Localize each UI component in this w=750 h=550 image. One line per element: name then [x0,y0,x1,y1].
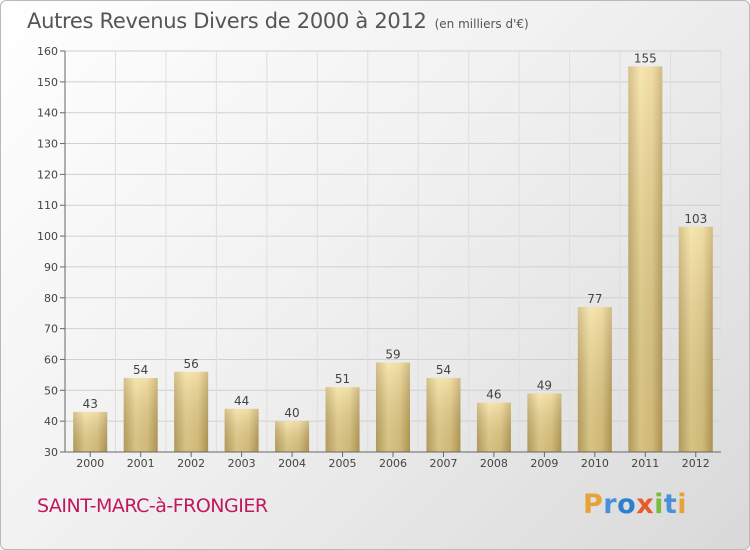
y-tick-label-30: 30 [44,446,58,459]
value-label-2005: 51 [335,372,350,386]
bar-shade-2004 [275,421,310,452]
commune-name: SAINT-MARC-à-FRONGIER [37,495,268,517]
bar-shade-2007 [426,377,461,452]
bar-shade-2002 [174,371,209,452]
value-label-2004: 40 [284,406,299,420]
value-label-2011: 155 [634,51,657,65]
x-tick-label-2010: 2010 [581,457,609,470]
bar-shade-2009 [527,393,562,452]
x-tick-label-2008: 2008 [480,457,508,470]
x-tick-label-2001: 2001 [127,457,155,470]
chart-title: Autres Revenus Divers de 2000 à 2012 (en … [27,9,529,33]
x-tick-label-2004: 2004 [278,457,306,470]
y-tick-label-40: 40 [44,415,58,428]
value-label-2003: 44 [234,394,249,408]
value-label-2000: 43 [83,397,98,411]
y-tick-label-150: 150 [37,76,58,89]
bar-shade-2000 [73,411,108,452]
x-tick-label-2009: 2009 [530,457,558,470]
bars: 43 54 56 44 40 51 59 54 46 49 77 155 103 [73,51,713,452]
y-tick-label-110: 110 [37,199,58,212]
y-tick-label-130: 130 [37,138,58,151]
value-label-2008: 46 [486,388,501,402]
bar-shade-2008 [476,402,511,452]
y-tick-label-160: 160 [37,45,58,58]
x-tick-label-2005: 2005 [329,457,357,470]
y-tick-label-70: 70 [44,323,58,336]
y-tick-label-100: 100 [37,230,58,243]
proxiti-logo: Proxiti [583,489,688,520]
value-label-2001: 54 [133,363,148,377]
axes: 30 40 50 60 70 80 90 100 110 120 130 140 150 160 2000 2… [37,45,721,470]
value-label-2010: 77 [587,292,602,306]
x-tick-label-2006: 2006 [379,457,407,470]
y-tick-label-140: 140 [37,107,58,120]
title-unit: (en milliers d'€) [434,17,529,31]
y-tick-label-50: 50 [44,384,58,397]
bar-shade-2006 [376,362,410,452]
x-tick-label-2012: 2012 [682,457,710,470]
value-label-2009: 49 [537,378,552,392]
x-tick-label-2002: 2002 [177,457,205,470]
y-tick-label-60: 60 [44,353,58,366]
x-tick-label-2003: 2003 [228,457,256,470]
bar-shade-2001 [123,377,158,452]
bar-shade-2011 [628,66,663,452]
bar-shade-2003 [224,408,259,452]
y-tick-label-80: 80 [44,292,58,305]
bar-shade-2005 [325,387,360,452]
bar-shade-2012 [678,226,713,452]
value-label-2007: 54 [436,363,451,377]
y-tick-label-90: 90 [44,261,58,274]
value-label-2002: 56 [184,357,199,371]
x-tick-label-2011: 2011 [631,457,659,470]
x-tick-label-2000: 2000 [76,457,104,470]
value-label-2006: 59 [385,348,400,362]
value-label-2012: 103 [684,212,707,226]
y-tick-label-120: 120 [37,168,58,181]
x-tick-label-2007: 2007 [429,457,457,470]
title-main: Autres Revenus Divers de 2000 à 2012 [27,9,427,33]
bar-shade-2010 [577,307,612,452]
